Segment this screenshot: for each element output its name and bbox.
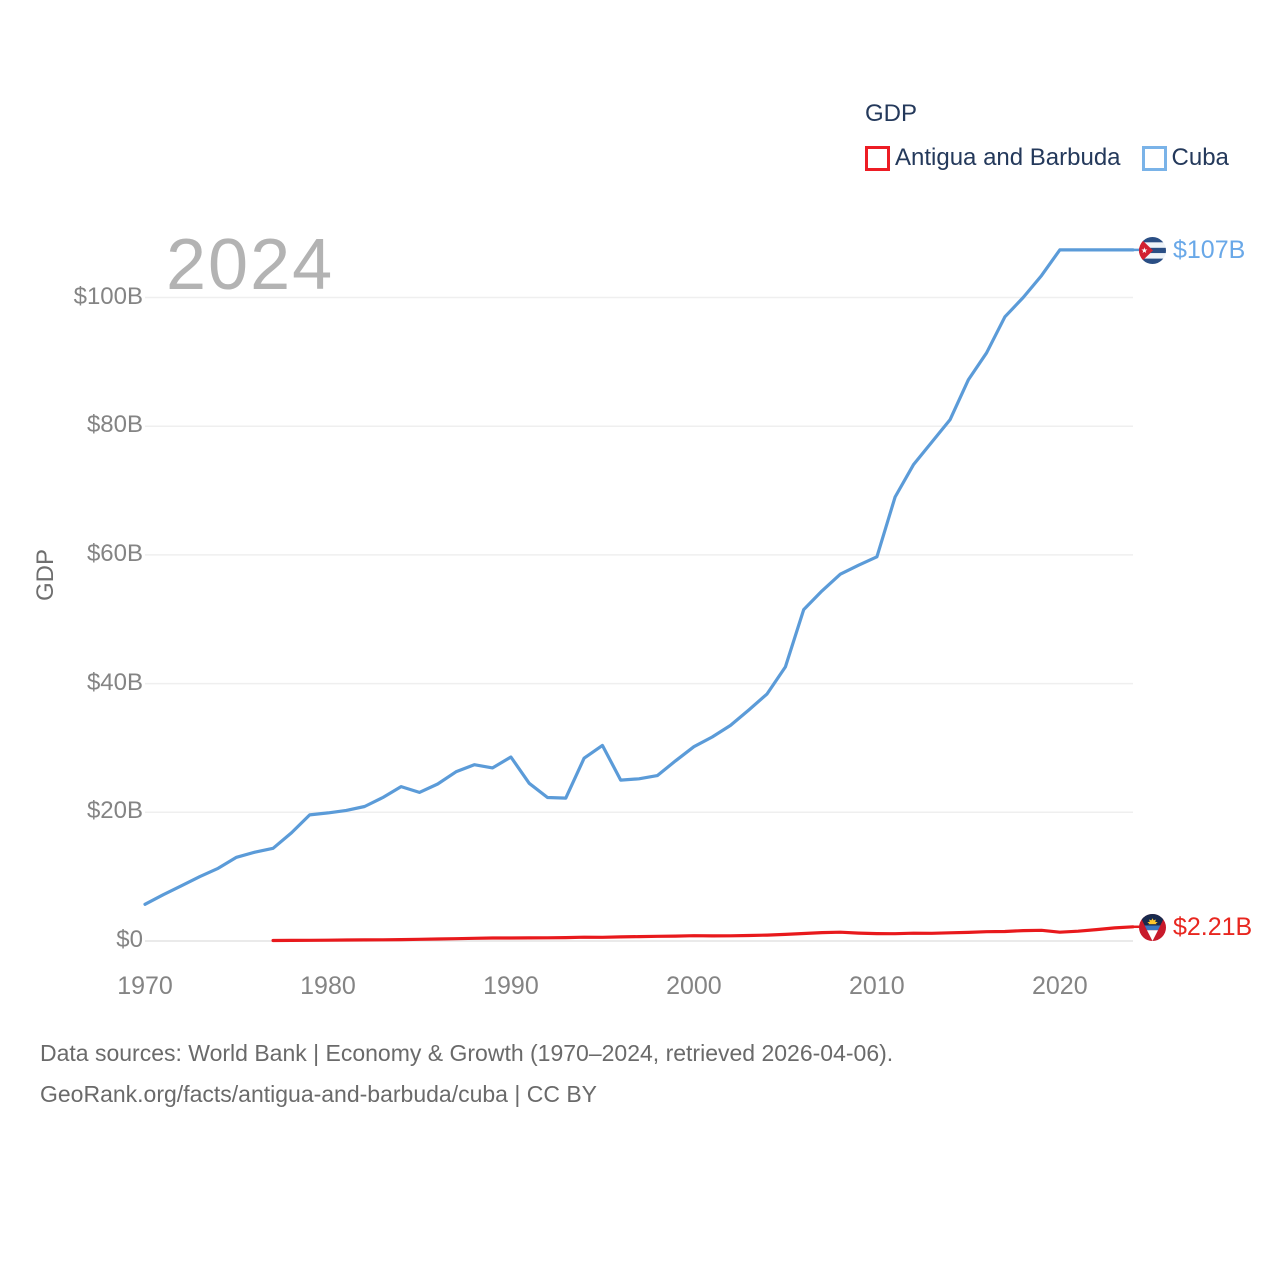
y-tick-label: $0 (116, 926, 143, 953)
legend-items: Antigua and Barbuda Cuba (865, 144, 1229, 172)
y-tick-label: $100B (73, 282, 143, 310)
source-line-2: GeoRank.org/facts/antigua-and-barbuda/cu… (40, 1081, 598, 1107)
legend-item-antigua-and-barbuda[interactable]: Antigua and Barbuda (865, 144, 1121, 172)
antigua-end-value: $2.21B (1173, 913, 1253, 942)
x-tick-label: 1970 (117, 972, 173, 1000)
antigua-and-barbuda-line (271, 925, 1135, 943)
cuba-flag-icon (1139, 237, 1166, 265)
cuba-end-label: $107B (1139, 236, 1245, 265)
source-attribution: Data sources: World Bank | Economy & Gro… (40, 1040, 893, 1122)
antigua-series-swatch (865, 145, 890, 171)
x-tick-label: 2020 (1032, 972, 1088, 1000)
legend-title: GDP (865, 100, 918, 127)
watermark-year: 2024 (166, 225, 335, 305)
cuba-line (143, 248, 1135, 906)
antigua-flag-icon (1139, 914, 1166, 942)
cuba-series-swatch (1141, 145, 1167, 171)
y-tick-label: $80B (86, 411, 143, 439)
x-tick-label: 2010 (849, 972, 905, 1000)
source-line-1: Data sources: World Bank | Economy & Gro… (40, 1040, 894, 1066)
y-tick-label: $20B (86, 797, 143, 825)
cuba-end-value: $107B (1173, 236, 1246, 265)
antigua-end-label: $2.21B (1139, 913, 1252, 942)
legend-item-cuba[interactable]: Cuba (1141, 144, 1229, 172)
legend: GDP Antigua and Barbuda Cuba (865, 100, 1229, 172)
legend-item-label: Cuba (1171, 144, 1229, 171)
y-tick-label: $40B (86, 668, 143, 696)
y-tick-label: $60B (86, 539, 143, 567)
legend-item-label: Antigua and Barbuda (895, 144, 1121, 171)
x-tick-label: 1980 (300, 972, 356, 1000)
x-tick-label: 1990 (483, 972, 539, 1000)
x-tick-label: 2000 (666, 972, 722, 1000)
